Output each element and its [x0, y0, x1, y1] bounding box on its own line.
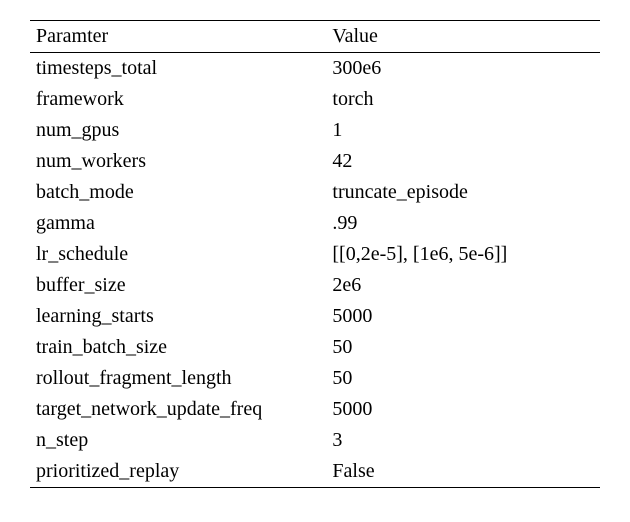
param-name: timesteps_total: [30, 53, 326, 85]
column-header-value: Value: [326, 21, 600, 53]
param-name: lr_schedule: [30, 239, 326, 270]
param-name: target_network_update_freq: [30, 394, 326, 425]
param-name: learning_starts: [30, 301, 326, 332]
param-value: 5000: [326, 301, 600, 332]
param-value: False: [326, 456, 600, 488]
param-name: n_step: [30, 425, 326, 456]
param-value: .99: [326, 208, 600, 239]
table-row: rollout_fragment_length 50: [30, 363, 600, 394]
param-value: truncate_episode: [326, 177, 600, 208]
param-value: 50: [326, 332, 600, 363]
table-row: target_network_update_freq 5000: [30, 394, 600, 425]
param-name: framework: [30, 84, 326, 115]
param-name: gamma: [30, 208, 326, 239]
param-value: 3: [326, 425, 600, 456]
table-row: lr_schedule [[0,2e-5], [1e6, 5e-6]]: [30, 239, 600, 270]
table-row: prioritized_replay False: [30, 456, 600, 488]
table-row: learning_starts 5000: [30, 301, 600, 332]
hyperparameters-table: Paramter Value timesteps_total 300e6 fra…: [30, 20, 600, 488]
param-value: 50: [326, 363, 600, 394]
table-row: timesteps_total 300e6: [30, 53, 600, 85]
param-value: 300e6: [326, 53, 600, 85]
param-name: train_batch_size: [30, 332, 326, 363]
table-row: num_workers 42: [30, 146, 600, 177]
table-row: n_step 3: [30, 425, 600, 456]
table-row: framework torch: [30, 84, 600, 115]
table-row: num_gpus 1: [30, 115, 600, 146]
param-name: num_workers: [30, 146, 326, 177]
param-name: buffer_size: [30, 270, 326, 301]
param-value: 1: [326, 115, 600, 146]
param-value: 5000: [326, 394, 600, 425]
param-value: torch: [326, 84, 600, 115]
table-row: train_batch_size 50: [30, 332, 600, 363]
param-value: [[0,2e-5], [1e6, 5e-6]]: [326, 239, 600, 270]
table-row: buffer_size 2e6: [30, 270, 600, 301]
param-name: batch_mode: [30, 177, 326, 208]
column-header-parameter: Paramter: [30, 21, 326, 53]
param-name: num_gpus: [30, 115, 326, 146]
param-name: prioritized_replay: [30, 456, 326, 488]
table-row: batch_mode truncate_episode: [30, 177, 600, 208]
table-row: gamma .99: [30, 208, 600, 239]
param-value: 42: [326, 146, 600, 177]
table-header-row: Paramter Value: [30, 21, 600, 53]
param-value: 2e6: [326, 270, 600, 301]
param-name: rollout_fragment_length: [30, 363, 326, 394]
table-body: timesteps_total 300e6 framework torch nu…: [30, 53, 600, 488]
